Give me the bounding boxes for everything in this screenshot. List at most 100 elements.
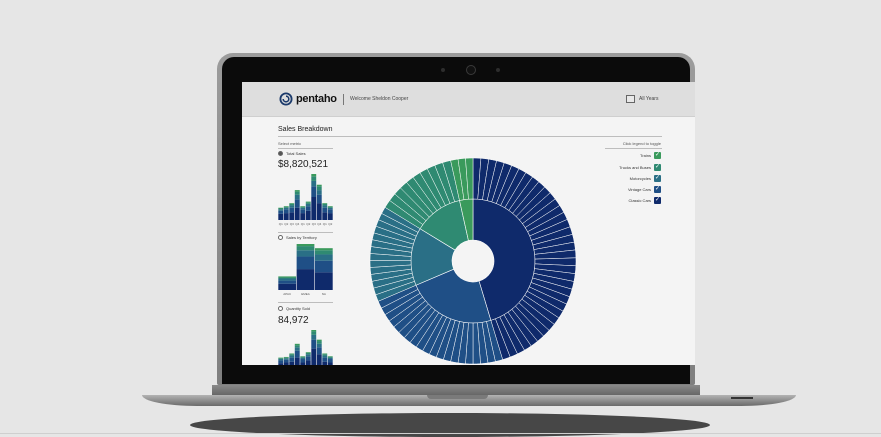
bar-segment[interactable] xyxy=(283,362,289,365)
bar-segment[interactable] xyxy=(327,359,333,363)
bar-segment[interactable] xyxy=(294,350,300,358)
bar-segment[interactable] xyxy=(305,201,311,203)
mini-chart-quantity-sold[interactable] xyxy=(278,328,333,365)
bar-segment[interactable] xyxy=(316,339,322,342)
bar-segment[interactable] xyxy=(327,356,333,358)
bar-segment[interactable] xyxy=(327,206,333,208)
bar-segment[interactable] xyxy=(300,357,306,360)
bar-segment[interactable] xyxy=(311,174,317,177)
bar-segment[interactable] xyxy=(327,209,333,214)
bar-segment[interactable] xyxy=(283,206,289,207)
bar-segment[interactable] xyxy=(305,360,311,365)
bar-segment[interactable] xyxy=(311,334,317,340)
legend-item-motorcycles[interactable]: Motorcycles ✓ xyxy=(630,175,661,182)
bar-segment[interactable] xyxy=(300,206,306,207)
bar-segment[interactable] xyxy=(316,194,322,204)
sunburst-outer-slice[interactable] xyxy=(465,157,474,200)
bar-segment[interactable] xyxy=(300,356,306,357)
bar-segment[interactable] xyxy=(278,359,284,361)
bar-segment[interactable] xyxy=(322,212,328,220)
bar-segment[interactable] xyxy=(278,207,284,209)
bar-segment[interactable] xyxy=(278,276,297,278)
bar-segment[interactable] xyxy=(294,347,300,351)
bar-segment[interactable] xyxy=(316,190,322,195)
bar-segment[interactable] xyxy=(314,260,333,273)
bar-segment[interactable] xyxy=(322,355,328,358)
bar-segment[interactable] xyxy=(296,246,315,251)
bar-segment[interactable] xyxy=(305,202,311,204)
period-selector[interactable]: All Years xyxy=(626,95,658,103)
bar-segment[interactable] xyxy=(327,356,333,357)
metric-option-quantity-sold[interactable]: Quantity Sold xyxy=(278,306,310,311)
bar-segment[interactable] xyxy=(327,207,333,210)
bar-segment[interactable] xyxy=(316,203,322,220)
bar-segment[interactable] xyxy=(294,343,300,346)
bar-segment[interactable] xyxy=(316,184,322,187)
bar-segment[interactable] xyxy=(289,355,295,358)
bar-segment[interactable] xyxy=(296,244,315,247)
bar-segment[interactable] xyxy=(322,207,328,213)
bar-segment[interactable] xyxy=(278,277,297,279)
bar-segment[interactable] xyxy=(296,256,315,270)
legend-item-classic-cars[interactable]: Classic Cars ✓ xyxy=(629,197,661,204)
bar-segment[interactable] xyxy=(278,209,284,211)
bar-segment[interactable] xyxy=(283,356,289,358)
bar-segment[interactable] xyxy=(305,352,311,355)
bar-segment[interactable] xyxy=(327,362,333,365)
bar-segment[interactable] xyxy=(322,203,328,206)
bar-segment[interactable] xyxy=(283,359,289,363)
bar-segment[interactable] xyxy=(294,357,300,365)
bar-segment[interactable] xyxy=(314,248,333,251)
bar-segment[interactable] xyxy=(289,205,295,208)
bar-segment[interactable] xyxy=(278,357,284,359)
bar-segment[interactable] xyxy=(300,207,306,210)
bar-segment[interactable] xyxy=(305,352,311,353)
bar-segment[interactable] xyxy=(289,354,295,356)
brand-logo[interactable]: pentaho xyxy=(279,92,337,106)
bar-segment[interactable] xyxy=(294,191,300,195)
bar-segment[interactable] xyxy=(314,254,333,261)
bar-segment[interactable] xyxy=(289,361,295,365)
bar-segment[interactable] xyxy=(314,272,333,290)
legend-item-vintage-cars[interactable]: Vintage Cars ✓ xyxy=(628,186,661,193)
bar-segment[interactable] xyxy=(294,190,300,192)
bar-segment[interactable] xyxy=(314,250,333,255)
bar-segment[interactable] xyxy=(283,357,289,359)
bar-segment[interactable] xyxy=(278,358,284,360)
bar-segment[interactable] xyxy=(311,330,317,332)
bar-segment[interactable] xyxy=(316,343,322,348)
bar-segment[interactable] xyxy=(322,203,328,204)
bar-segment[interactable] xyxy=(316,354,322,365)
bar-segment[interactable] xyxy=(294,345,300,348)
mini-chart-territory[interactable]: APAC EMEA NA xyxy=(278,242,333,300)
bar-segment[interactable] xyxy=(278,213,284,220)
bar-segment[interactable] xyxy=(289,203,295,204)
bar-segment[interactable] xyxy=(289,203,295,206)
metric-option-total-sales[interactable]: Total Sales xyxy=(278,151,306,156)
bar-segment[interactable] xyxy=(283,207,289,210)
bar-segment[interactable] xyxy=(283,358,289,360)
bar-segment[interactable] xyxy=(289,357,295,362)
bar-segment[interactable] xyxy=(305,210,311,220)
bar-segment[interactable] xyxy=(278,208,284,210)
bar-segment[interactable] xyxy=(294,194,300,200)
bar-segment[interactable] xyxy=(300,209,306,214)
metric-option-sales-by-territory[interactable]: Sales by Territory xyxy=(278,235,317,240)
mini-chart-total-sales[interactable]: Q1 Q2 Q3 Q4 Q1 Q2 Q3 Q4 Q1 Q2 xyxy=(278,172,333,230)
bar-segment[interactable] xyxy=(311,176,317,181)
bar-segment[interactable] xyxy=(300,359,306,363)
bar-segment[interactable] xyxy=(305,203,311,207)
bar-segment[interactable] xyxy=(289,212,295,220)
sunburst-chart[interactable] xyxy=(367,155,579,365)
bar-segment[interactable] xyxy=(311,186,317,197)
bar-segment[interactable] xyxy=(283,213,289,220)
bar-segment[interactable] xyxy=(296,250,315,257)
legend-item-trains[interactable]: Trains ✓ xyxy=(640,152,661,159)
bar-segment[interactable] xyxy=(322,361,328,365)
bar-segment[interactable] xyxy=(322,354,328,356)
bar-segment[interactable] xyxy=(283,209,289,214)
bar-segment[interactable] xyxy=(283,206,289,208)
bar-segment[interactable] xyxy=(289,207,295,213)
bar-segment[interactable] xyxy=(305,354,311,357)
bar-segment[interactable] xyxy=(311,339,317,349)
